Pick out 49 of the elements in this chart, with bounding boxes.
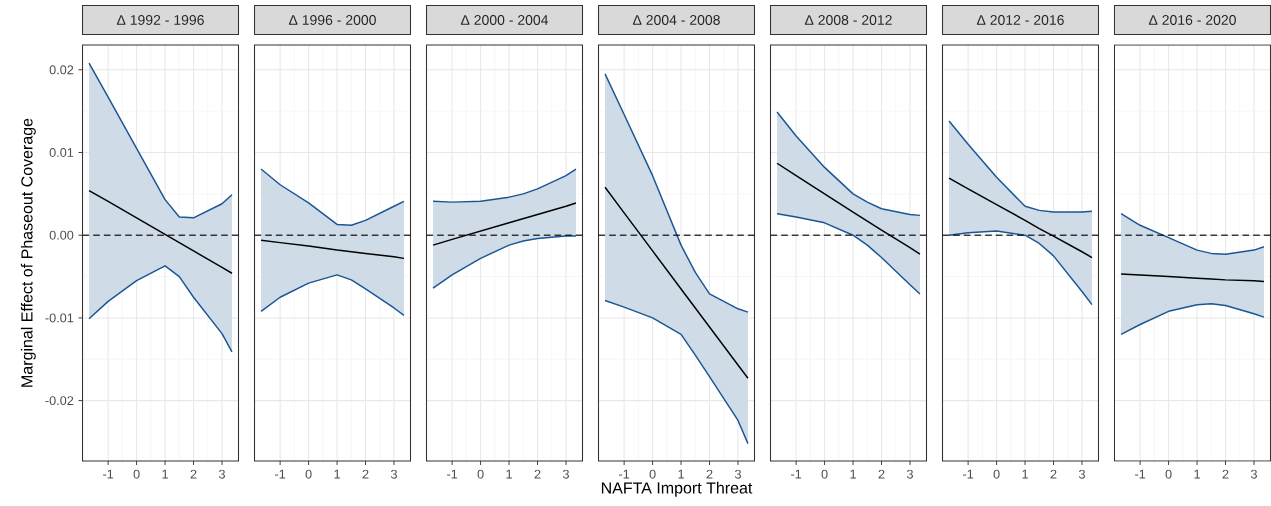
x-tick-label: 3	[734, 469, 741, 479]
x-tick-label: 1	[334, 469, 340, 479]
x-tick-label: 3	[562, 469, 569, 479]
y-axis-title: Marginal Effect of Phaseout Coverage	[20, 118, 36, 387]
x-tick-label: -1	[1135, 469, 1146, 479]
x-axis-title: NAFTA Import Threat	[601, 481, 753, 497]
x-tick-label: 1	[850, 469, 856, 479]
x-tick-label: 1	[1022, 469, 1028, 479]
x-tick-label: 1	[1194, 469, 1200, 479]
x-tick-label: 3	[390, 469, 397, 479]
x-tick-label: 0	[133, 469, 140, 479]
chart-title: Δ 2016 - 2020	[1148, 15, 1236, 25]
chart-title: Δ 2008 - 2012	[804, 15, 892, 25]
x-tick-label: 0	[993, 469, 1000, 479]
x-tick-label: -1	[791, 469, 802, 479]
x-tick-label: 0	[305, 469, 312, 479]
x-tick-label: 3	[218, 469, 225, 479]
y-tick-label: -0.02	[45, 396, 74, 406]
x-tick-label: 1	[162, 469, 168, 479]
x-tick-label: 2	[1222, 469, 1229, 479]
x-tick-label: 2	[190, 469, 197, 479]
x-tick-label: 0	[1165, 469, 1172, 479]
chart-title: Δ 2000 - 2004	[460, 15, 549, 25]
chart-title: Δ 1992 - 1996	[116, 15, 204, 25]
x-tick-label: 3	[1250, 469, 1257, 479]
x-tick-label: 1	[678, 469, 684, 479]
x-tick-label: 1	[506, 469, 512, 479]
chart-title: Δ 1996 - 2000	[288, 15, 376, 25]
x-tick-label: -1	[275, 469, 286, 479]
x-tick-label: 0	[477, 469, 484, 479]
x-tick-label: -1	[963, 469, 974, 479]
y-tick-label: 0.01	[49, 148, 74, 157]
x-tick-label: 2	[1050, 469, 1057, 479]
y-tick-label: -0.01	[45, 313, 74, 323]
y-tick-label: 0.00	[49, 230, 74, 240]
chart-title: Δ 2004 - 2008	[632, 15, 720, 25]
x-tick-label: 2	[878, 469, 885, 479]
x-tick-label: 2	[362, 469, 369, 479]
x-tick-label: 2	[534, 469, 541, 479]
x-tick-label: -1	[447, 469, 458, 479]
x-tick-label: 2	[706, 469, 713, 479]
x-tick-label: 3	[1078, 469, 1085, 479]
x-tick-label: 0	[821, 469, 828, 479]
x-tick-label: -1	[103, 469, 114, 479]
x-tick-label: 3	[906, 469, 913, 479]
x-tick-label: 0	[649, 469, 656, 479]
y-tick-label: 0.02	[49, 65, 74, 75]
chart-title: Δ 2012 - 2016	[976, 15, 1064, 25]
x-tick-label: -1	[619, 469, 630, 479]
